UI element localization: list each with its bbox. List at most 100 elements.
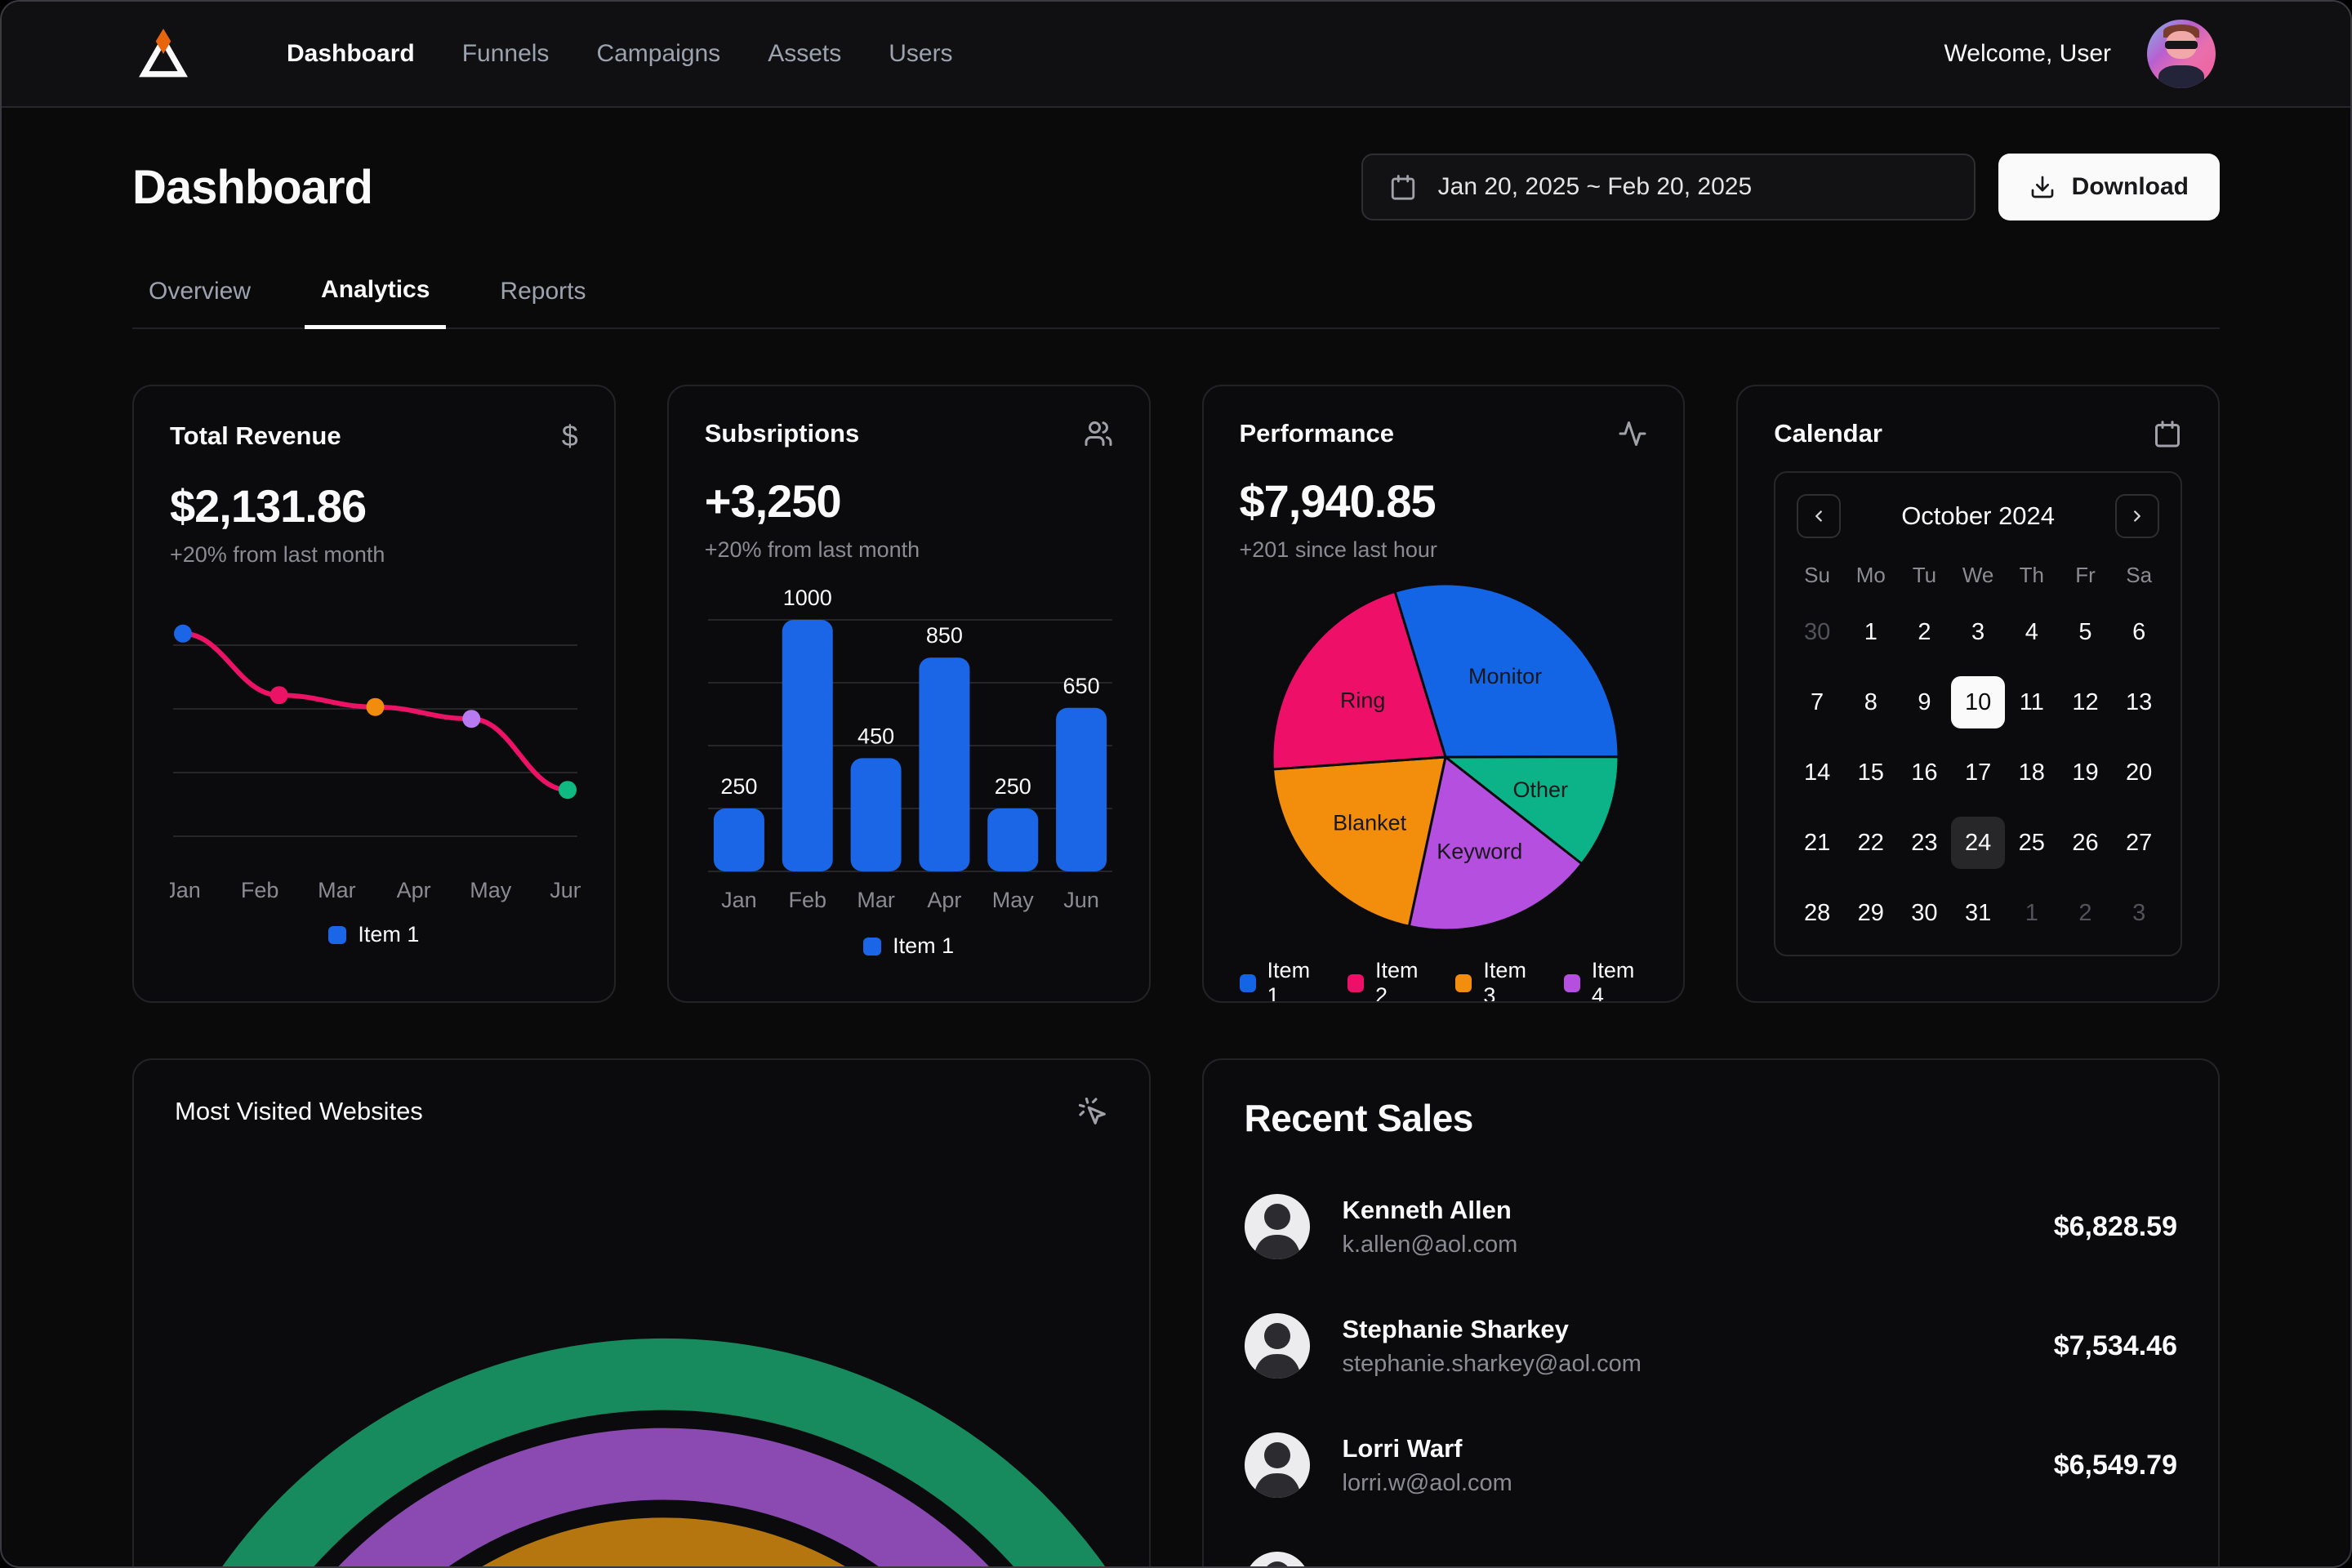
calendar-day[interactable]: 11 <box>2005 676 2059 728</box>
card-title: Subsriptions <box>704 419 860 448</box>
performance-pie-chart: Monitor Other Keyword Blanket Ring Item 1 Ite… <box>1239 571 1648 1001</box>
calendar-day[interactable]: 12 <box>2059 676 2113 728</box>
calendar-day[interactable]: 2 <box>1898 606 1952 658</box>
calendar-day[interactable]: 6 <box>2112 606 2166 658</box>
calendar-day[interactable]: 14 <box>1790 746 1844 799</box>
svg-text:650: 650 <box>1062 674 1099 698</box>
nav-item-campaigns[interactable]: Campaigns <box>596 40 721 67</box>
card-most-visited: Most Visited Websites <box>132 1058 1151 1566</box>
calendar-weekday: Fr <box>2075 563 2096 587</box>
card-title: Calendar <box>1774 419 1882 448</box>
calendar-day[interactable]: 21 <box>1790 817 1844 869</box>
calendar-day[interactable]: 7 <box>1790 676 1844 728</box>
card-title: Total Revenue <box>170 421 341 450</box>
app-logo-icon[interactable] <box>136 27 190 81</box>
calendar-day[interactable]: 20 <box>2112 746 2166 799</box>
svg-text:Feb: Feb <box>788 888 826 912</box>
svg-text:850: 850 <box>926 623 963 648</box>
performance-value: $7,940.85 <box>1239 475 1437 527</box>
svg-text:Ring: Ring <box>1339 688 1385 712</box>
calendar-weekday: Mo <box>1855 563 1886 587</box>
legend-item: Item 1 <box>328 922 419 947</box>
calendar-day[interactable]: 16 <box>1898 746 1952 799</box>
card-title: Most Visited Websites <box>175 1097 423 1125</box>
calendar-day[interactable]: 28 <box>1790 887 1844 939</box>
calendar-day[interactable]: 17 <box>1951 746 2005 799</box>
customer-email: lorri.w@aol.com <box>1342 1469 1512 1496</box>
tab-overview[interactable]: Overview <box>132 271 267 327</box>
nav-item-assets[interactable]: Assets <box>768 40 842 67</box>
calendar-day[interactable]: 30 <box>1790 606 1844 658</box>
calendar-day[interactable]: 10 <box>1951 676 2005 728</box>
customer-name: Stephanie Sharkey <box>1342 1314 1569 1343</box>
dollar-icon: $ <box>561 419 578 452</box>
svg-text:450: 450 <box>858 724 894 748</box>
svg-text:Jun: Jun <box>1063 888 1099 912</box>
calendar-day[interactable]: 22 <box>1844 817 1898 869</box>
calendar-day[interactable]: 18 <box>2005 746 2059 799</box>
performance-subtitle: +201 since last hour <box>1239 537 1437 562</box>
calendar-day[interactable]: 24 <box>1951 817 2005 869</box>
calendar-day[interactable]: 3 <box>2112 887 2166 939</box>
calendar-day[interactable]: 2 <box>2059 887 2113 939</box>
calendar-month-label: October 2024 <box>1901 501 2056 530</box>
card-title: Performance <box>1239 419 1395 448</box>
calendar-day[interactable]: 4 <box>2005 606 2059 658</box>
svg-text:May: May <box>470 878 512 902</box>
svg-text:Keyword: Keyword <box>1437 840 1522 864</box>
revenue-subtitle: +20% from last month <box>170 542 385 567</box>
svg-text:250: 250 <box>994 774 1031 799</box>
sales-row: Chris Glasser$7,417.02 <box>1244 1552 2178 1566</box>
svg-text:1000: 1000 <box>782 586 831 610</box>
calendar-day[interactable]: 1 <box>2005 887 2059 939</box>
sales-row: Kenneth Allen k.allen@aol.com $6,828.59 <box>1244 1194 2177 1259</box>
customer-name: Kenneth Allen <box>1342 1195 1512 1224</box>
calendar-day[interactable]: 13 <box>2112 676 2166 728</box>
svg-text:Monitor: Monitor <box>1468 664 1542 688</box>
nav-item-dashboard[interactable]: Dashboard <box>287 40 415 67</box>
card-subscriptions: Subsriptions +3,250 +20% from last month… <box>666 385 1151 1003</box>
activity-icon <box>1618 419 1647 448</box>
calendar-day[interactable]: 27 <box>2112 817 2166 869</box>
welcome-text: Welcome, User <box>1944 40 2112 67</box>
svg-text:Jan: Jan <box>170 878 201 902</box>
calendar-day[interactable]: 29 <box>1844 887 1898 939</box>
svg-text:Jun: Jun <box>550 878 581 902</box>
calendar-prev-button[interactable] <box>1797 494 1842 538</box>
calendar-next-button[interactable] <box>2114 494 2159 538</box>
legend-item: Item 2 <box>1347 958 1431 1001</box>
calendar-day[interactable]: 26 <box>2059 817 2113 869</box>
calendar-day[interactable]: 9 <box>1898 676 1952 728</box>
sale-amount: $6,828.59 <box>2053 1210 2177 1242</box>
nav-right: Welcome, User <box>1944 20 2216 88</box>
main-content: Dashboard Jan 20, 2025 ~ Feb 20, 2025 <box>2 108 2350 1566</box>
nav-item-users[interactable]: Users <box>889 40 953 67</box>
calendar-day[interactable]: 5 <box>2059 606 2113 658</box>
customer-avatar <box>1244 1432 1310 1498</box>
radial-bar-chart <box>222 1338 1106 1566</box>
date-range-picker[interactable]: Jan 20, 2025 ~ Feb 20, 2025 <box>1361 154 1976 220</box>
calendar-day[interactable]: 19 <box>2059 746 2113 799</box>
user-avatar[interactable] <box>2147 20 2216 88</box>
calendar-day[interactable]: 8 <box>1844 676 1898 728</box>
calendar-day[interactable]: 25 <box>2005 817 2059 869</box>
calendar-day[interactable]: 15 <box>1844 746 1898 799</box>
calendar-day[interactable]: 31 <box>1951 887 2005 939</box>
tab-analytics[interactable]: Analytics <box>305 271 447 329</box>
users-icon <box>1084 419 1113 448</box>
download-button[interactable]: Download <box>1998 154 2220 220</box>
nav-item-funnels[interactable]: Funnels <box>461 40 550 67</box>
customer-avatar <box>1244 1194 1310 1259</box>
svg-text:Apr: Apr <box>927 888 961 912</box>
calendar-day[interactable]: 1 <box>1844 606 1898 658</box>
tab-reports[interactable]: Reports <box>483 271 602 327</box>
sales-list: Kenneth Allen k.allen@aol.com $6,828.59 Ste… <box>1244 1194 2178 1566</box>
calendar-weekday: Th <box>2019 563 2044 587</box>
calendar-day[interactable]: 30 <box>1898 887 1952 939</box>
svg-text:Feb: Feb <box>241 878 279 902</box>
calendar-day[interactable]: 3 <box>1951 606 2005 658</box>
calendar-day[interactable]: 23 <box>1898 817 1952 869</box>
page-title: Dashboard <box>132 160 373 214</box>
customer-email: stephanie.sharkey@aol.com <box>1342 1350 1642 1377</box>
